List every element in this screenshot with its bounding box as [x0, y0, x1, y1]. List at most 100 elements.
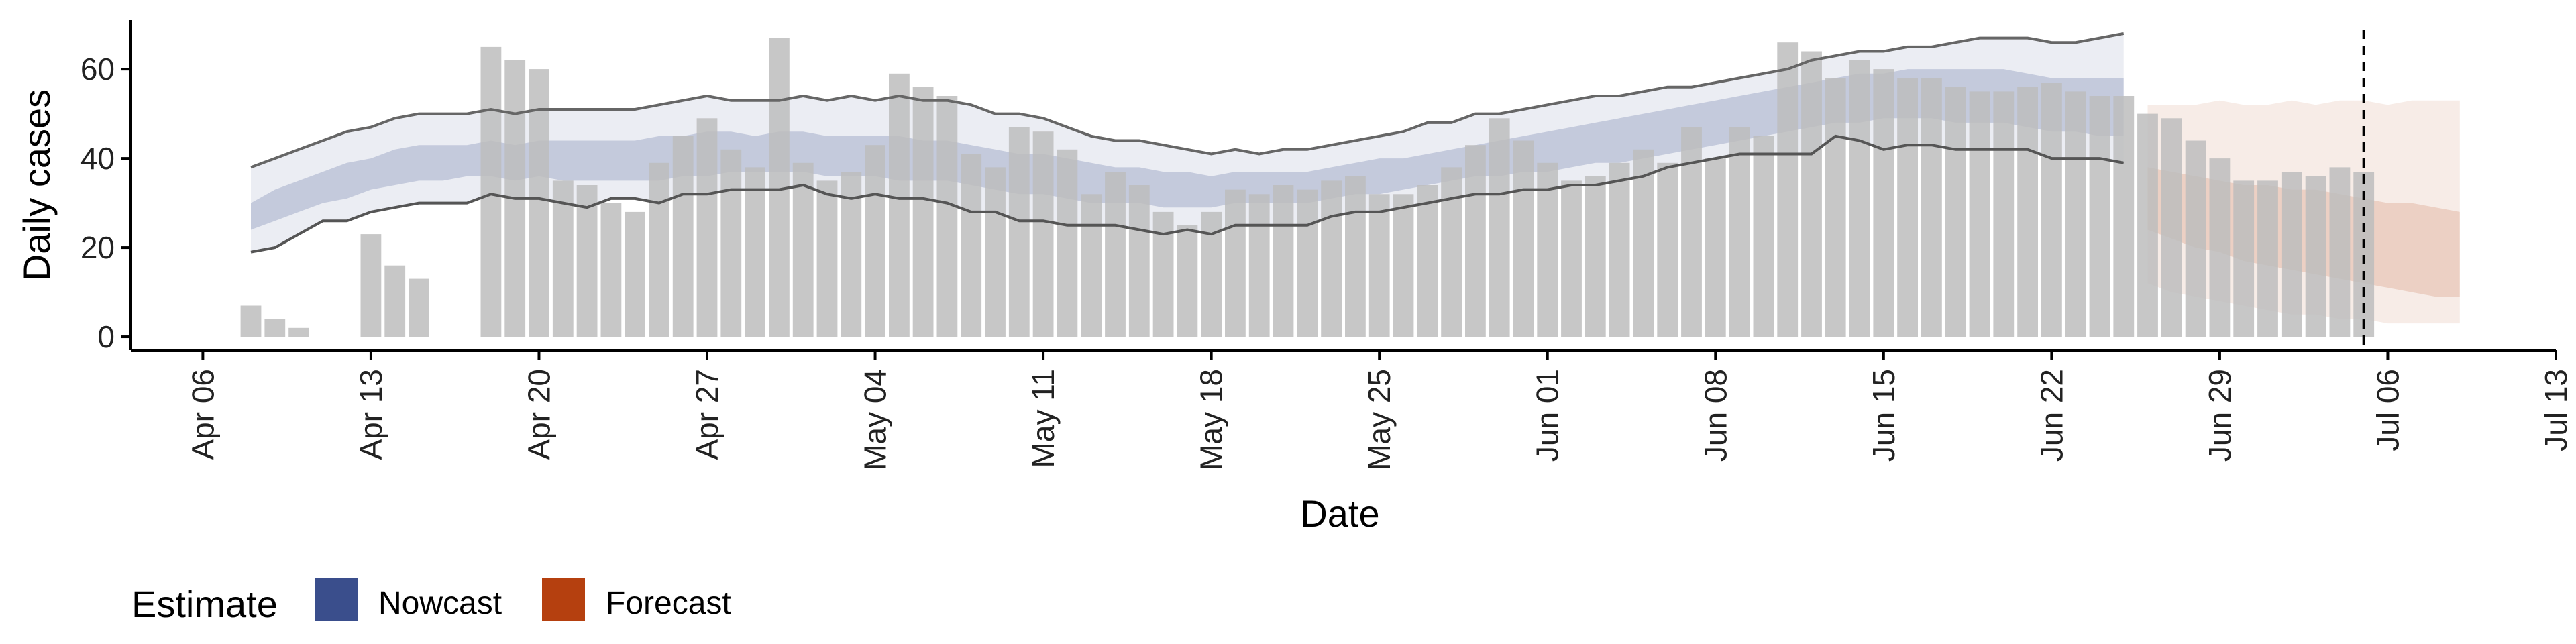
bar — [552, 180, 574, 337]
x-axis-ticks: Apr 06 Apr 13 Apr 20 Apr 27 May 04 May 11 May … — [185, 350, 2573, 470]
bar — [1297, 189, 1318, 337]
bar — [576, 185, 598, 337]
y-tick-label: 40 — [80, 141, 115, 176]
bar — [2161, 118, 2182, 337]
x-tick-label: Jun 01 — [1530, 369, 1565, 462]
x-tick-label: May 11 — [1026, 369, 1061, 468]
bar — [625, 211, 645, 337]
bar — [1897, 78, 1918, 337]
bar — [1248, 194, 1270, 337]
bar — [2233, 180, 2255, 337]
bar — [1225, 189, 1246, 337]
y-tick-label: 0 — [97, 319, 115, 354]
bar — [1081, 194, 1102, 337]
bar — [1321, 180, 1342, 337]
legend-swatch-forecast — [542, 578, 585, 621]
bar — [1777, 42, 1799, 337]
bar — [1489, 118, 1510, 337]
y-axis-ticks: 0 20 40 60 — [80, 52, 131, 354]
nowcast-upper-line — [250, 32, 2125, 169]
bar — [384, 265, 406, 337]
bar — [1849, 60, 1870, 337]
bar — [1513, 140, 1534, 337]
bar — [2113, 96, 2135, 337]
bar — [240, 305, 262, 337]
bar — [1177, 225, 1198, 337]
bar — [264, 319, 286, 337]
bar — [1128, 185, 1150, 337]
legend-items: Nowcast Forecast — [315, 578, 731, 621]
bar — [1441, 167, 1462, 337]
bar — [480, 46, 502, 337]
bar — [1368, 194, 1390, 337]
bar — [360, 234, 382, 337]
bar — [1585, 176, 1606, 337]
bar — [672, 136, 694, 337]
bar — [1729, 127, 1750, 337]
bar — [1561, 180, 1582, 337]
outline-layer — [250, 32, 2125, 254]
bar — [816, 180, 838, 337]
x-tick-label: Apr 13 — [354, 369, 388, 460]
bar — [2017, 87, 2038, 337]
bar — [2137, 113, 2158, 337]
bar — [1945, 87, 1966, 337]
x-tick-label: Apr 27 — [690, 369, 724, 460]
bar — [1393, 194, 1414, 337]
bar — [1801, 51, 1822, 337]
bar — [1633, 149, 1654, 337]
bar — [1152, 211, 1174, 337]
x-tick-label: Jun 08 — [1698, 369, 1733, 462]
bar — [696, 118, 718, 337]
bar — [1681, 127, 1702, 337]
legend-swatch-nowcast — [315, 578, 358, 621]
bar — [2257, 180, 2278, 337]
bar — [409, 278, 429, 337]
nowcast-lower-line — [250, 134, 2125, 254]
x-tick-label: Apr 06 — [185, 369, 220, 460]
bar — [2089, 96, 2110, 337]
bar — [912, 87, 934, 337]
bar — [1105, 172, 1126, 337]
bar — [1609, 162, 1630, 337]
bar — [1969, 91, 1990, 337]
bar — [985, 167, 1006, 337]
bar — [2281, 172, 2302, 337]
x-tick-label: Jul 06 — [2371, 369, 2406, 451]
x-tick-label: May 18 — [1194, 369, 1229, 470]
bar — [1273, 185, 1294, 337]
y-tick-label: 20 — [80, 230, 115, 265]
bar — [1032, 131, 1054, 337]
bar — [1921, 78, 1942, 337]
bar — [1537, 162, 1558, 337]
bar — [1873, 69, 1894, 337]
x-tick-label: Jun 29 — [2202, 369, 2237, 462]
axes-layer: 0 20 40 60 Apr 06 Apr 13 Apr 20 Apr 27 May 04 Ma… — [80, 20, 2573, 470]
legend-title: Estimate — [131, 583, 278, 625]
bar — [792, 162, 814, 337]
bar — [720, 149, 742, 337]
x-tick-label: Jul 13 — [2538, 369, 2573, 451]
x-tick-label: May 25 — [1362, 369, 1397, 470]
bar — [2185, 140, 2206, 337]
legend-label-nowcast: Nowcast — [378, 586, 502, 621]
y-tick-label: 60 — [80, 52, 115, 87]
x-tick-label: May 04 — [858, 369, 893, 470]
bar — [600, 203, 622, 337]
bar — [1993, 91, 2015, 337]
bar — [745, 167, 765, 337]
x-tick-label: Jun 15 — [1866, 369, 1901, 462]
bar — [1057, 149, 1078, 337]
bar — [1008, 127, 1030, 337]
bar — [1345, 176, 1366, 337]
x-tick-label: Jun 22 — [2034, 369, 2069, 462]
bar — [1753, 136, 1774, 337]
bar — [936, 96, 958, 337]
bar — [1465, 145, 1486, 337]
x-axis-title: Date — [1300, 492, 1379, 535]
bar-layer — [240, 38, 2375, 337]
bar — [529, 69, 549, 337]
bar — [2209, 158, 2231, 337]
